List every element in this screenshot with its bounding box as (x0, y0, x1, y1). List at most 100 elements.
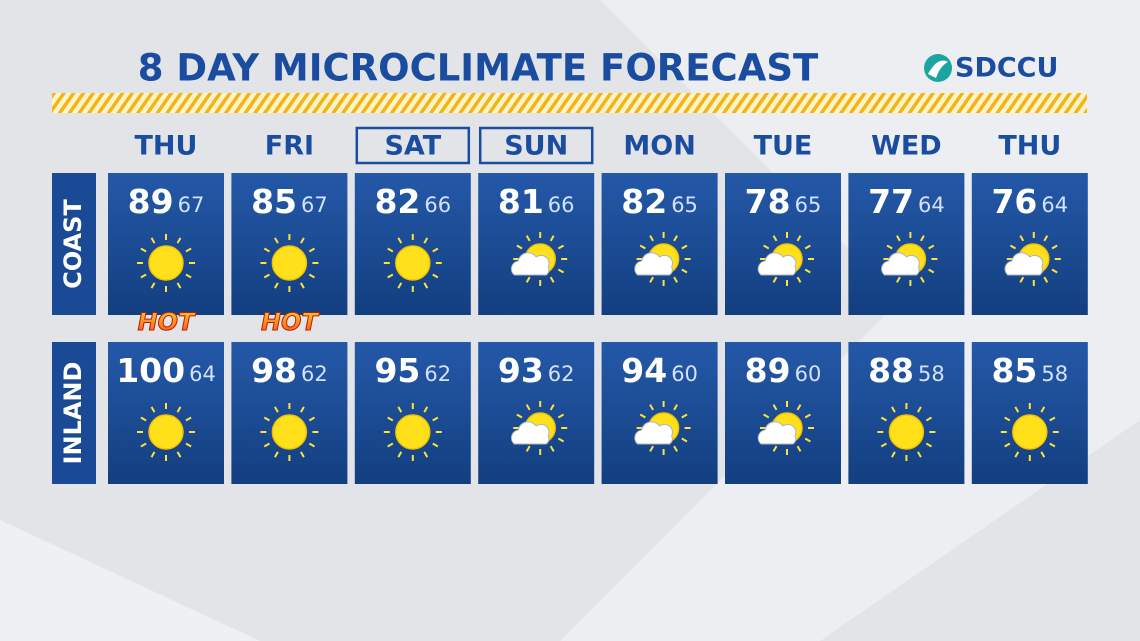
high-temp: 82 (621, 182, 667, 221)
sun-ray (681, 244, 688, 250)
sun-ray (150, 237, 156, 244)
weather-icon (137, 234, 195, 292)
high-temp: 82 (374, 182, 420, 221)
sun (888, 414, 925, 450)
cloud (1004, 252, 1044, 276)
sun-ray (928, 268, 935, 274)
sun-ray (920, 235, 925, 242)
sun-ray (308, 416, 316, 422)
temperatures: 77 64 (868, 182, 945, 221)
sun-ray (140, 247, 147, 253)
high-temp: 100 (116, 351, 185, 390)
temperatures: 82 65 (621, 182, 698, 221)
sun-ray (804, 268, 811, 274)
high-temp: 98 (251, 351, 297, 390)
sun-ray (1014, 406, 1020, 413)
sun-ray (925, 416, 933, 422)
sun-ray (140, 273, 147, 279)
cloud (510, 421, 550, 445)
cloud (757, 421, 797, 445)
sun-ray (796, 445, 802, 452)
sun-ray (176, 237, 182, 244)
sun-ray (804, 244, 811, 250)
logo: SDCCU (955, 53, 1058, 84)
sun-ray (920, 276, 925, 283)
sun-ray (891, 451, 896, 458)
sun-ray (263, 247, 270, 253)
high-temp: 89 (128, 182, 174, 221)
sun (148, 245, 184, 281)
day-label: THU (135, 131, 198, 162)
high-temp: 77 (868, 182, 914, 221)
high-temp: 93 (498, 351, 544, 390)
weather-icon (137, 403, 195, 461)
sun-ray (387, 442, 394, 448)
sun-ray (423, 451, 429, 458)
sun-ray (880, 442, 887, 448)
hot-badge: HOT (261, 308, 319, 336)
low-temp: 58 (1041, 362, 1068, 386)
high-temp: 76 (991, 182, 1037, 221)
sun-ray (649, 445, 654, 452)
low-temp: 64 (189, 362, 216, 386)
sun-ray (423, 406, 429, 413)
sun-ray (763, 244, 770, 250)
weather-icon (260, 234, 319, 292)
sun-ray (150, 406, 156, 413)
sun-ray (1009, 244, 1017, 250)
sun-ray (1019, 235, 1025, 242)
high-temp: 81 (498, 182, 544, 221)
high-temp: 89 (745, 351, 791, 390)
high-temp: 85 (991, 351, 1037, 390)
sun-ray (763, 413, 770, 419)
high-temp: 85 (251, 182, 297, 221)
high-temp: 78 (745, 182, 791, 221)
low-temp: 65 (795, 193, 822, 217)
temperatures: 88 58 (868, 351, 945, 390)
sun-ray (516, 413, 523, 419)
low-temp: 66 (424, 193, 451, 217)
weather-icon (510, 401, 568, 455)
sun-ray (796, 235, 802, 242)
sun-ray (274, 282, 279, 289)
sun-ray (1014, 451, 1020, 458)
weather-icon (757, 401, 814, 455)
day-label: WED (871, 131, 942, 162)
sun-ray (917, 406, 922, 413)
sun-ray (673, 404, 678, 411)
sun-ray (772, 404, 778, 411)
day-label: MON (623, 131, 695, 162)
sun (395, 245, 431, 281)
sun-ray (525, 276, 531, 283)
sun-ray (300, 282, 305, 289)
stripe-band (52, 93, 1087, 113)
sun-ray (549, 404, 555, 411)
low-temp: 66 (548, 193, 575, 217)
logo-sail (928, 60, 948, 78)
sun-ray (1049, 442, 1056, 448)
sun-ray (796, 276, 802, 283)
sun-ray (1019, 276, 1025, 283)
low-temp: 64 (1041, 193, 1068, 217)
weather-icon (1004, 232, 1061, 286)
sun-ray (432, 442, 439, 448)
low-temp: 67 (301, 193, 328, 217)
sun-ray (673, 235, 678, 242)
sun-ray (1004, 416, 1011, 422)
sun-ray (263, 273, 270, 279)
weather-icon (634, 232, 691, 286)
sun-ray (880, 416, 887, 422)
sun (1012, 414, 1048, 450)
sun-ray (525, 445, 531, 452)
temperatures: 94 60 (621, 351, 698, 390)
sun-ray (796, 404, 802, 411)
weather-icon (510, 232, 568, 286)
day-label: THU (998, 131, 1061, 162)
temperatures: 89 67 (128, 182, 205, 221)
row-label-box (52, 342, 96, 484)
sun-ray (176, 282, 182, 289)
temperatures: 78 65 (745, 182, 822, 221)
sun-ray (681, 268, 688, 274)
